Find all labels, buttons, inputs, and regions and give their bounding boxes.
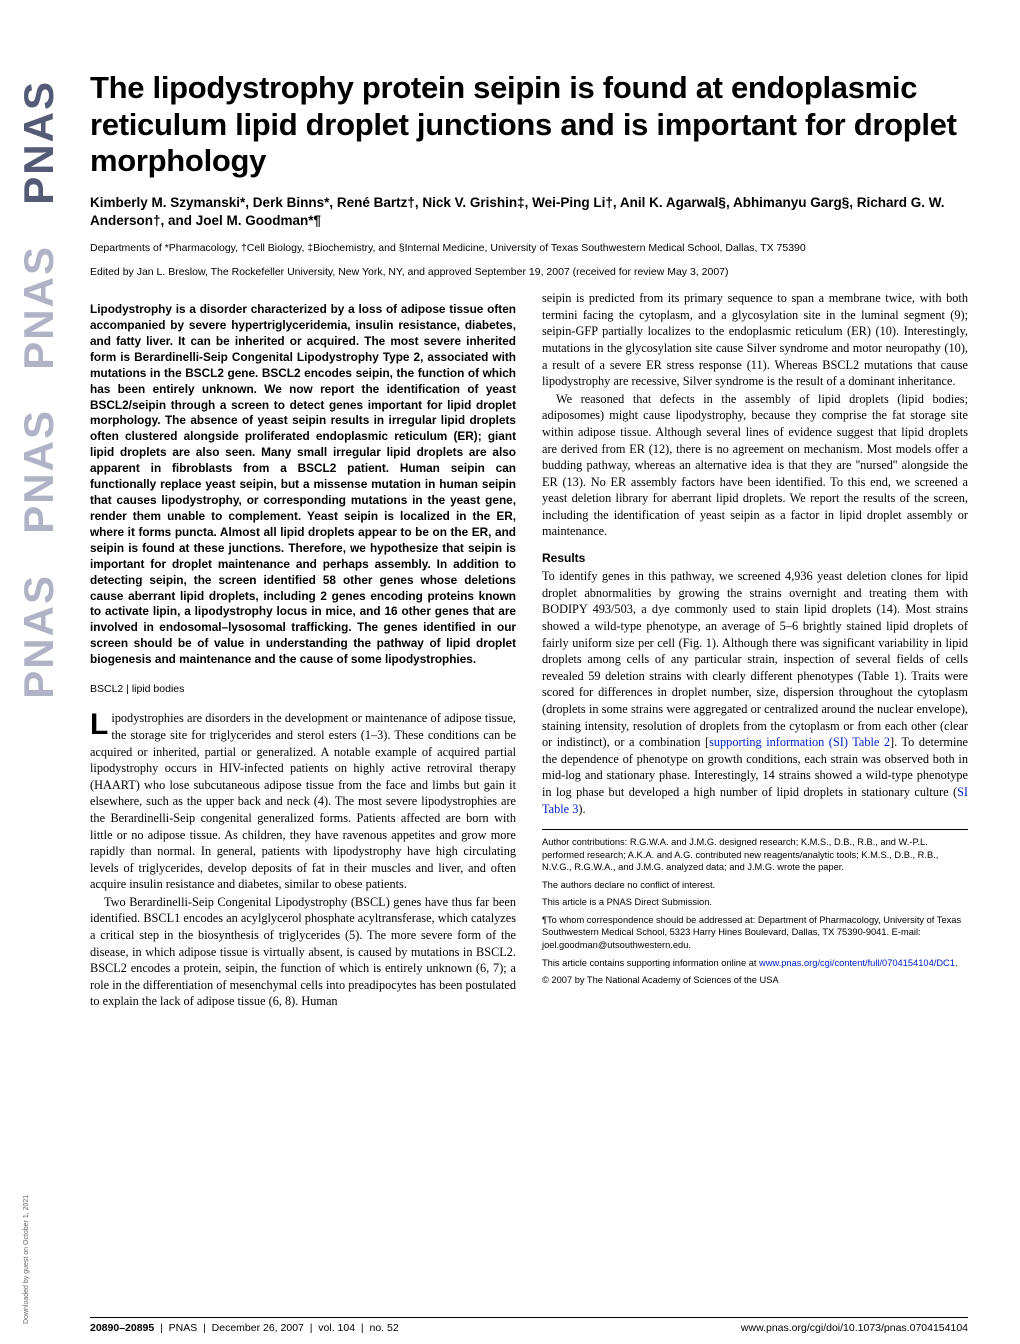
edited-by: Edited by Jan L. Breslow, The Rockefelle… (90, 266, 968, 278)
results-para-1: To identify genes in this pathway, we sc… (542, 568, 968, 817)
footnotes: Author contributions: R.G.W.A. and J.M.G… (542, 829, 968, 986)
footer-volume: vol. 104 (318, 1322, 355, 1334)
footer-doi: www.pnas.org/cgi/doi/10.1073/pnas.070415… (741, 1322, 968, 1334)
pnas-logo-faded: PNAS (18, 574, 60, 699)
intro-para-3: seipin is predicted from its primary seq… (542, 290, 968, 390)
page-content: The lipodystrophy protein seipin is foun… (90, 70, 968, 1310)
footer-left: 20890–20895 | PNAS | December 26, 2007 |… (90, 1322, 399, 1334)
intro-para-1: Lipodystrophies are disorders in the dev… (90, 710, 516, 893)
direct-submission: This article is a PNAS Direct Submission… (542, 896, 968, 909)
pnas-logo: PNAS (18, 80, 60, 205)
results-text-a: To identify genes in this pathway, we sc… (542, 569, 968, 749)
si-post: . (955, 958, 958, 968)
abstract: Lipodystrophy is a disorder characterize… (90, 302, 516, 668)
footer-pages: 20890–20895 (90, 1322, 154, 1334)
intro-para-1-text: ipodystrophies are disorders in the deve… (90, 711, 516, 891)
two-column-body: Lipodystrophy is a disorder characterize… (90, 290, 968, 1011)
author-contributions: Author contributions: R.G.W.A. and J.M.G… (542, 836, 968, 874)
article-title: The lipodystrophy protein seipin is foun… (90, 70, 968, 180)
si-online-link[interactable]: www.pnas.org/cgi/content/full/0704154104… (759, 958, 955, 968)
journal-spine: PNAS PNAS PNAS PNAS (18, 80, 60, 1260)
results-heading: Results (542, 550, 968, 566)
pnas-logo-faded: PNAS (18, 245, 60, 370)
intro-para-2: Two Berardinelli-Seip Congenital Lipodys… (90, 894, 516, 1010)
intro-para-4: We reasoned that defects in the assembly… (542, 391, 968, 540)
results-text-c: ). (578, 802, 585, 816)
dropcap: L (90, 710, 111, 738)
footer-journal: PNAS (169, 1322, 198, 1334)
si-pre: This article contains supporting informa… (542, 958, 759, 968)
correspondence: ¶To whom correspondence should be addres… (542, 914, 968, 952)
si-table-2-link[interactable]: supporting information (SI) Table 2 (709, 735, 890, 749)
footer-date: December 26, 2007 (212, 1322, 304, 1334)
copyright: © 2007 by The National Academy of Scienc… (542, 974, 968, 987)
authors: Kimberly M. Szymanski*, Derk Binns*, Ren… (90, 194, 968, 230)
footer-issue: no. 52 (369, 1322, 398, 1334)
page-footer: 20890–20895 | PNAS | December 26, 2007 |… (90, 1317, 968, 1334)
pnas-logo-faded: PNAS (18, 409, 60, 534)
conflict-statement: The authors declare no conflict of inter… (542, 879, 968, 892)
affiliations: Departments of *Pharmacology, †Cell Biol… (90, 242, 968, 254)
download-note: Downloaded by guest on October 1, 2021 (23, 1195, 30, 1324)
supporting-info: This article contains supporting informa… (542, 957, 968, 970)
keywords: BSCL2 | lipid bodies (90, 682, 516, 696)
